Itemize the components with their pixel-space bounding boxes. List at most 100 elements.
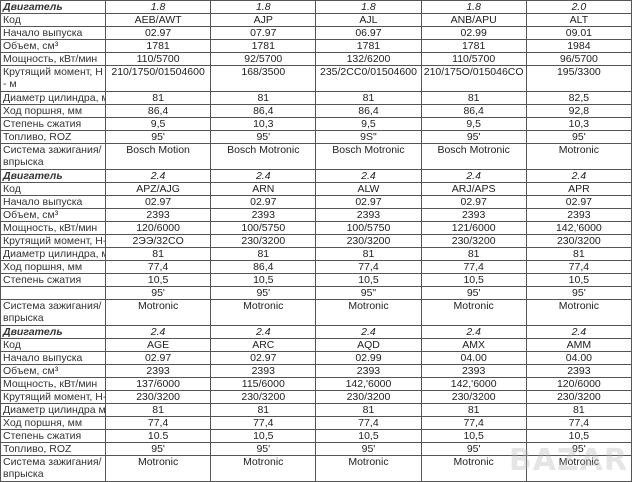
spec-cell: AMM xyxy=(525,338,632,352)
spec-cell: ARN xyxy=(210,182,317,196)
spec-cell: 9,5 xyxy=(420,117,527,131)
spec-cell: 230/3200 xyxy=(420,234,527,248)
spec-cell: 81 xyxy=(104,247,212,261)
spec-row: Начало выпуска 02.97 02.97 02.99 04.00 04.00 xyxy=(0,351,632,365)
spec-row: Начало выпуска 02.97 07.97 06.97 02.99 09.01 xyxy=(0,26,632,40)
spec-row: Объем, см³ 1781 1781 1781 1781 1984 xyxy=(0,39,632,53)
spec-cell: 2.4 xyxy=(315,169,422,183)
spec-cell: 2.4 xyxy=(210,169,317,183)
row-label: Топливо, ROZ xyxy=(0,130,106,144)
spec-cell: 100/5750 xyxy=(210,221,317,235)
row-label: Код xyxy=(0,338,106,352)
spec-cell: 2.4 xyxy=(420,169,527,183)
row-label: Код xyxy=(0,13,106,27)
spec-cell: 230/3200 xyxy=(104,390,212,404)
spec-cell: 10,5 xyxy=(525,429,632,443)
spec-cell: 95' xyxy=(210,286,317,300)
spec-cell: APR xyxy=(525,182,632,196)
spec-cell: Motronic xyxy=(210,299,317,326)
spec-cell: 2393 xyxy=(315,208,422,222)
spec-cell: 81 xyxy=(315,403,422,417)
spec-cell: 81 xyxy=(420,403,527,417)
spec-cell: 142,'6000 xyxy=(525,221,632,235)
spec-cell: 137/6000 xyxy=(104,377,212,391)
spec-cell: 86,4 xyxy=(210,260,317,274)
spec-cell: 2393 xyxy=(104,208,212,222)
spec-cell: AJP xyxy=(210,13,317,27)
spec-cell: Motronic xyxy=(315,455,422,482)
engine-group-header-row: Двигатель 2.4 2.4 2.4 2.4 2.4 xyxy=(0,325,632,339)
spec-cell: 115/6000 xyxy=(210,377,317,391)
spec-row: Степень сжатия 10,5 10,5 10,5 10,5 10,5 xyxy=(0,273,632,287)
spec-cell: APZ/AJG xyxy=(104,182,212,196)
row-label: Объем, см³ xyxy=(0,39,106,53)
spec-cell: 230/3200 xyxy=(210,390,317,404)
spec-cell: 230/3200 xyxy=(315,234,422,248)
engine-group-header-row: Двигатель 1.8 1.8 1.8 1.8 2.0 xyxy=(0,0,632,14)
spec-row: Система зажигания/ впрыска Motronic Motron… xyxy=(0,299,632,326)
spec-cell: 142,'6000 xyxy=(315,377,422,391)
spec-cell: 04.00 xyxy=(525,351,632,365)
spec-cell: 77,4 xyxy=(104,260,212,274)
spec-cell: 95' xyxy=(104,130,212,144)
spec-row: Топливо, ROZ 95' 95' 95' 95' 95' xyxy=(0,442,632,456)
spec-cell: Bosch Motronic xyxy=(420,143,527,170)
spec-cell: 9,5 xyxy=(104,117,212,131)
spec-row: Объем, см³ 2393 2393 2393 2393 2393 xyxy=(0,208,632,222)
spec-cell: 77,4 xyxy=(104,416,212,430)
spec-cell: 81 xyxy=(315,91,422,105)
spec-cell: 110/5700 xyxy=(420,52,527,66)
spec-cell: 10,5 xyxy=(210,273,317,287)
spec-cell: 10.5 xyxy=(104,429,212,443)
spec-cell: 95' xyxy=(420,442,527,456)
spec-cell: 10,5 xyxy=(315,273,422,287)
spec-cell: 02.97 xyxy=(104,26,212,40)
spec-cell: 2.4 xyxy=(104,169,212,183)
spec-cell: 110/5700 xyxy=(104,52,212,66)
spec-cell: 09.01 xyxy=(525,26,632,40)
spec-cell: 02.97 xyxy=(104,351,212,365)
spec-cell: 1781 xyxy=(104,39,212,53)
spec-row: Система зажигания/ впрыска Motronic Motron… xyxy=(0,455,632,482)
spec-cell: 9,5 xyxy=(315,117,422,131)
row-label: Мощность, кВт/мин xyxy=(0,221,106,235)
spec-cell: 10,5 xyxy=(420,429,527,443)
spec-cell: 2393 xyxy=(210,208,317,222)
spec-cell: 1781 xyxy=(420,39,527,53)
spec-row: Крутящий момент, Н - м 210/1750/01504600 1… xyxy=(0,65,632,92)
spec-cell: 95' xyxy=(104,442,212,456)
spec-cell: 10,5 xyxy=(420,273,527,287)
spec-cell: 95' xyxy=(525,286,632,300)
spec-cell: 95' xyxy=(315,442,422,456)
spec-cell: ARJ/APS xyxy=(420,182,527,196)
row-label: Степень сжатия xyxy=(0,273,106,287)
spec-cell: 132/6200 xyxy=(315,52,422,66)
row-label: Система зажигания/ впрыска xyxy=(0,143,106,170)
row-label: Топливо, ROZ xyxy=(0,442,106,456)
row-label xyxy=(0,286,106,300)
spec-cell: 2393 xyxy=(525,208,632,222)
spec-cell: 02.97 xyxy=(210,195,317,209)
spec-cell: 2.4 xyxy=(315,325,422,339)
spec-cell: 82,5 xyxy=(525,91,632,105)
spec-cell: Motronic xyxy=(315,299,422,326)
spec-row: Мощность, кВт/мин 137/6000 115/6000 142,'60… xyxy=(0,377,632,391)
spec-cell: 81 xyxy=(315,247,422,261)
spec-cell: 2393 xyxy=(104,364,212,378)
spec-cell: ARC xyxy=(210,338,317,352)
spec-cell: 77,4 xyxy=(420,260,527,274)
spec-cell: 86,4 xyxy=(104,104,212,118)
row-label: Объем, см³ xyxy=(0,208,106,222)
row-label: Диаметр цилиндра, мм xyxy=(0,247,106,261)
spec-row: 95' 95' 95" 95' 95' xyxy=(0,286,632,300)
spec-cell: 02.97 xyxy=(525,195,632,209)
row-label: Степень сжатия xyxy=(0,117,106,131)
spec-cell: 1781 xyxy=(210,39,317,53)
spec-row: Мощность, кВт/мин 120/6000 100/5750 100/575… xyxy=(0,221,632,235)
spec-row: Начало выпуска 02.97 02.97 02.97 02.97 02.97 xyxy=(0,195,632,209)
spec-cell: AQD xyxy=(315,338,422,352)
row-label: Объем, см³ xyxy=(0,364,106,378)
spec-cell: 81 xyxy=(525,403,632,417)
spec-cell: 1781 xyxy=(315,39,422,53)
